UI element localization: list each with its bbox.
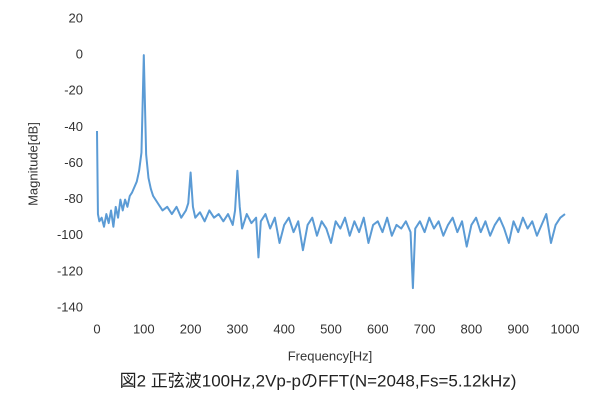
x-tick-label: 1000 xyxy=(551,321,580,336)
y-tick-label: -80 xyxy=(64,191,83,206)
y-tick-label: -60 xyxy=(64,155,83,170)
x-tick-label: 100 xyxy=(133,321,155,336)
y-tick-label: -100 xyxy=(57,227,83,242)
y-tick-label: -120 xyxy=(57,263,83,278)
x-tick-label: 700 xyxy=(414,321,436,336)
y-tick-label: -40 xyxy=(64,119,83,134)
x-tick-label: 900 xyxy=(507,321,529,336)
y-axis-label: Magnitude[dB] xyxy=(25,122,40,206)
data-line xyxy=(96,54,566,290)
caption: 図2 正弦波100Hz,2Vp-pのFFT(N=2048,Fs=5.12kHz) xyxy=(120,371,517,390)
y-tick-label: 20 xyxy=(69,10,83,25)
x-tick-label: 200 xyxy=(180,321,202,336)
y-tick-label: -20 xyxy=(64,83,83,98)
x-tick-label: 300 xyxy=(227,321,249,336)
y-tick-label: 0 xyxy=(76,47,83,62)
x-axis-label: Frequency[Hz] xyxy=(288,348,373,363)
x-tick-label: 400 xyxy=(273,321,295,336)
y-tick-label: -140 xyxy=(57,299,83,314)
x-tick-label: 800 xyxy=(461,321,483,336)
x-tick-label: 600 xyxy=(367,321,389,336)
x-tick-label: 0 xyxy=(93,321,100,336)
x-tick-label: 500 xyxy=(320,321,342,336)
